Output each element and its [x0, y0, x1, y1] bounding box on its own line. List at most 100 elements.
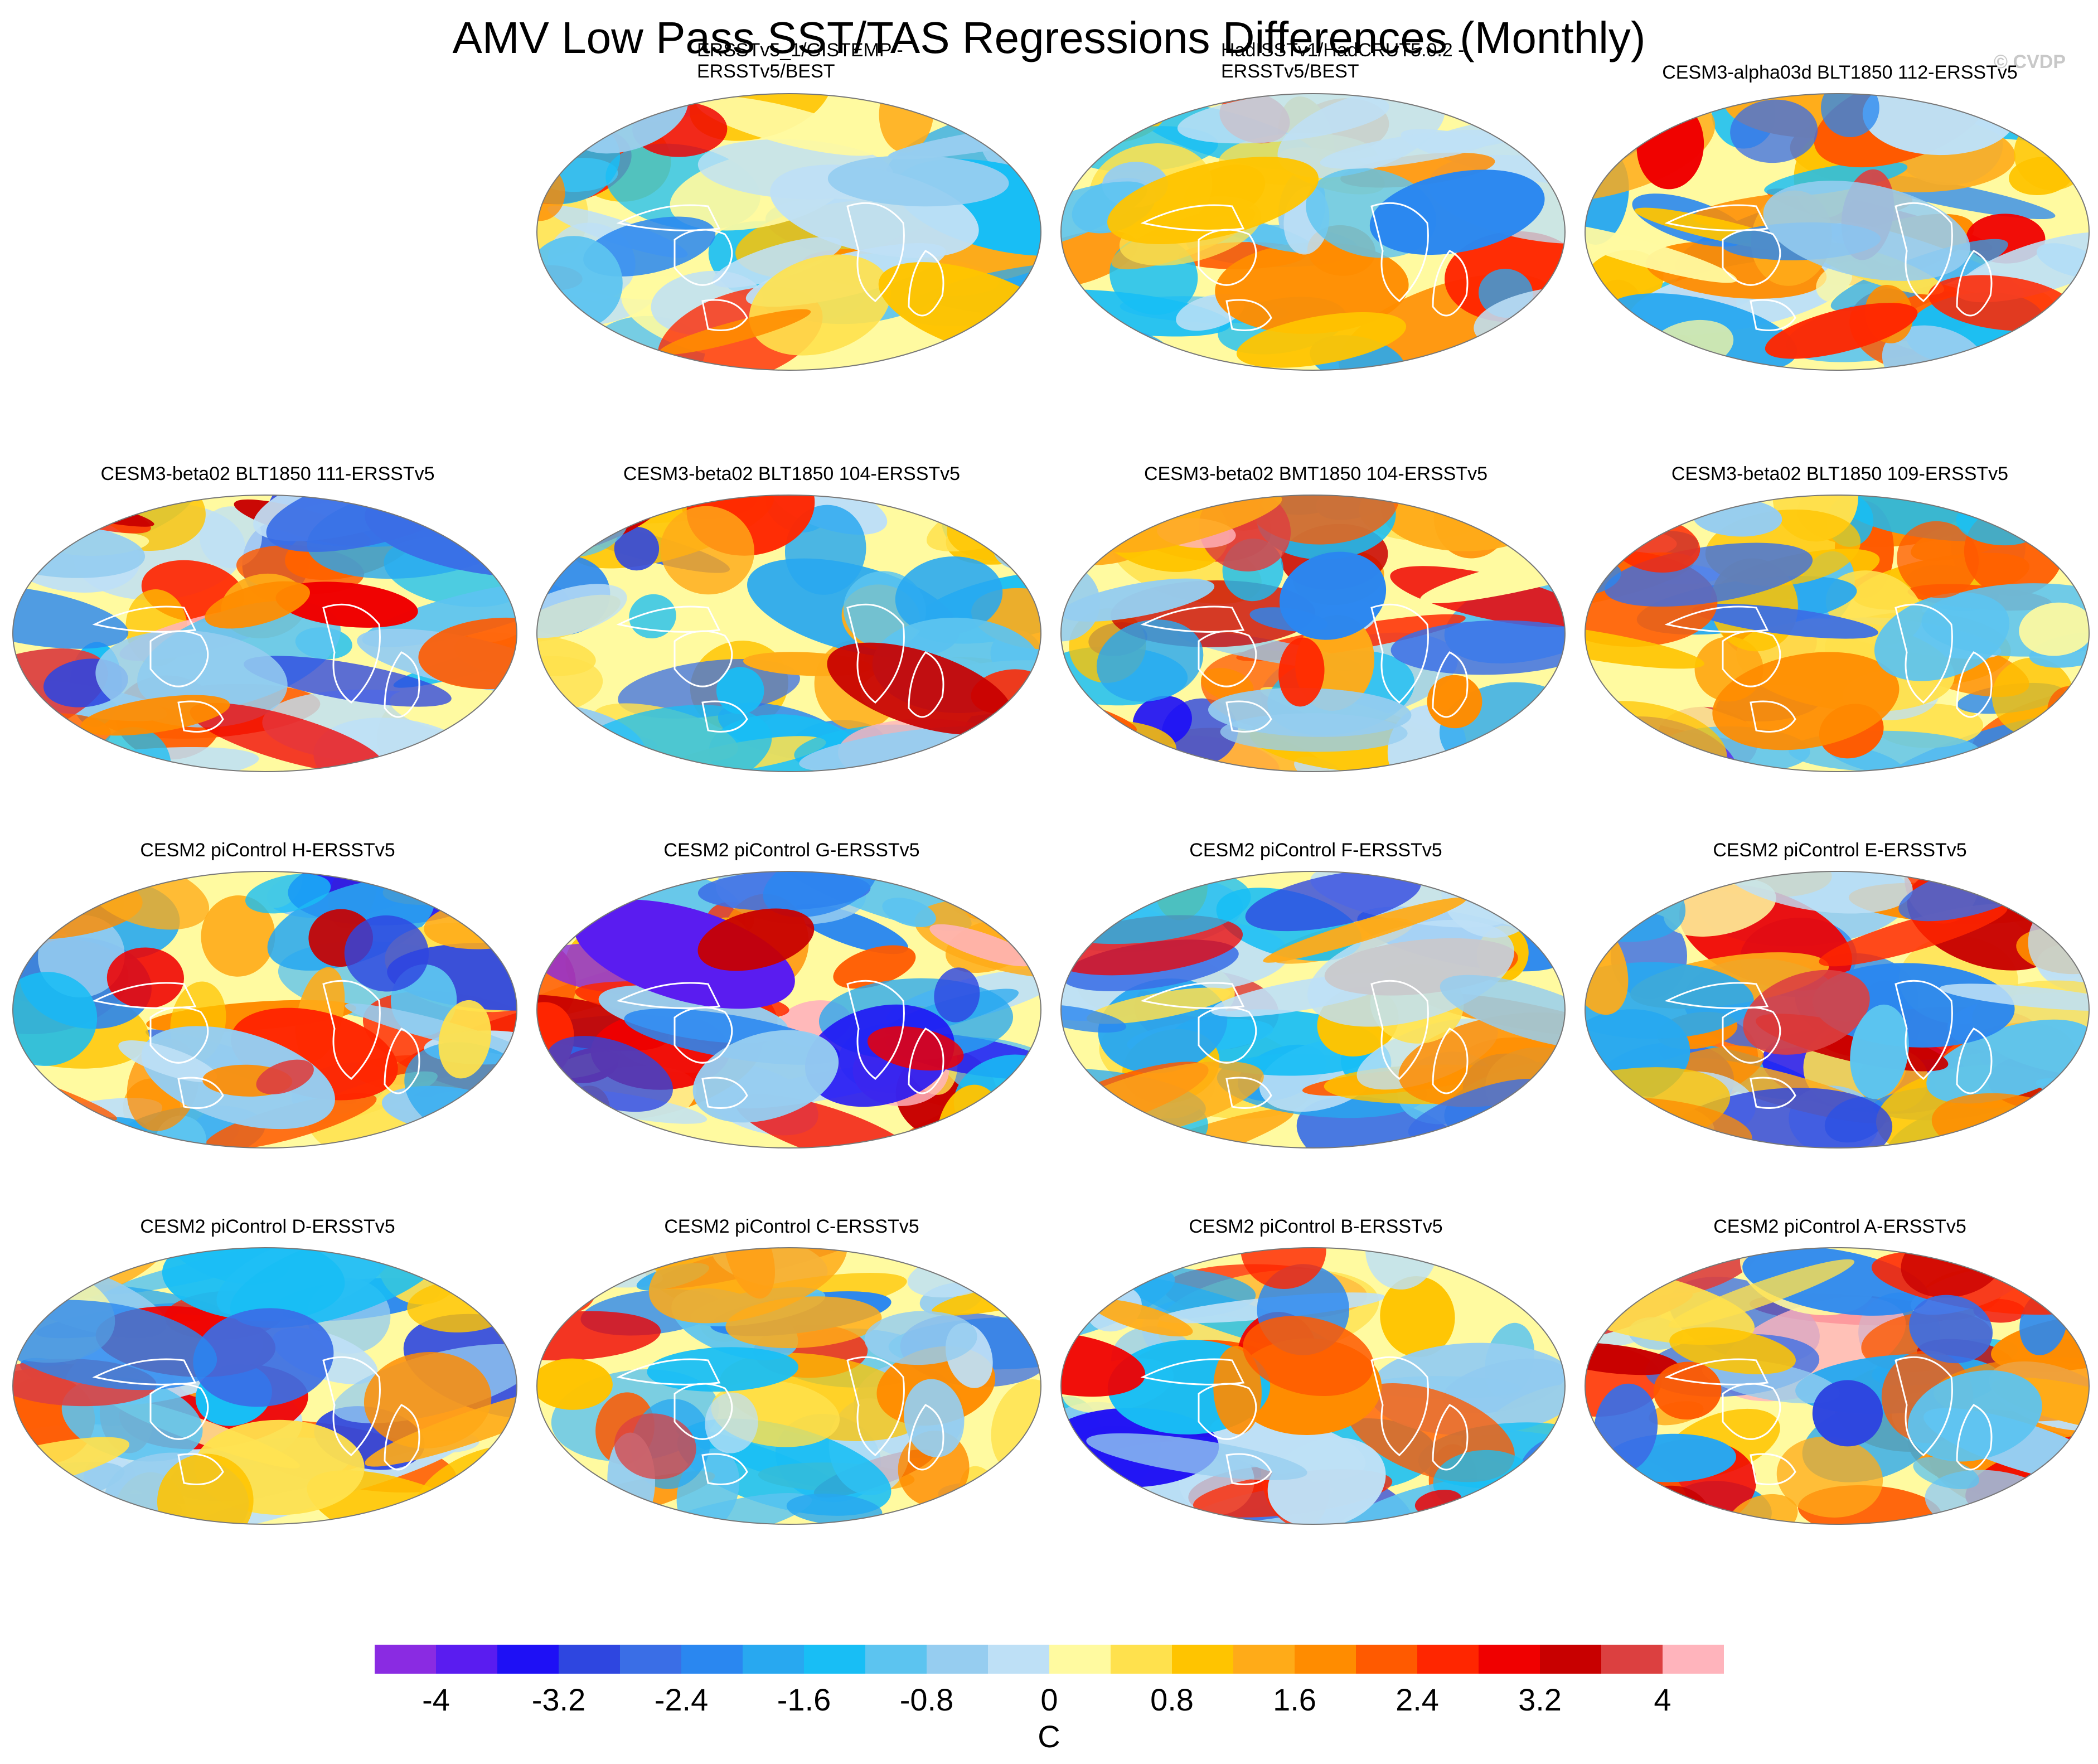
colorbar-tick-label: 3.2: [1518, 1682, 1562, 1717]
colorbar-swatch: [1295, 1645, 1356, 1674]
field-anomaly: [1743, 970, 1870, 1055]
coastline: [177, 1453, 224, 1485]
panel-title: CESM2 piControl B-ERSSTv5: [1189, 1216, 1443, 1237]
coastline: [1956, 250, 1993, 317]
field-anomaly: [799, 726, 1002, 772]
field-anomaly: [1519, 495, 1565, 535]
map-field: [12, 1247, 517, 1525]
map-border: [536, 93, 1041, 371]
field-anomaly: [1213, 1346, 1262, 1435]
field-anomaly: [13, 1300, 217, 1390]
field-anomaly: [106, 947, 184, 1009]
map-border: [1060, 93, 1566, 371]
colorbar-tick-label: 1.6: [1273, 1682, 1316, 1717]
coastline: [92, 605, 197, 633]
panel-title: CESM3-beta02 BLT1850 109-ERSSTv5: [1671, 463, 2009, 484]
coastline: [1140, 1358, 1245, 1385]
coastline: [846, 980, 905, 1080]
map-panel: CESM3-beta02 BMT1850 104-ERSSTv5: [1059, 440, 1572, 808]
field-anomaly: [13, 495, 154, 527]
coastline: [1140, 204, 1245, 231]
field-anomaly: [1913, 1457, 1979, 1489]
map-border: [536, 495, 1041, 772]
coastline: [1895, 1356, 1953, 1456]
coastline: [1750, 1453, 1796, 1485]
field-anomaly: [1111, 749, 1190, 772]
coastline: [384, 1028, 420, 1094]
field-anomaly: [1939, 983, 2089, 1011]
coastline: [908, 1404, 944, 1471]
panel-title: CESM2 piControl G-ERSSTv5: [663, 840, 920, 861]
coastline: [701, 700, 748, 733]
colorbar-swatch: [1663, 1645, 1724, 1674]
coastline: [1956, 651, 1993, 718]
field-anomaly: [1776, 1436, 1883, 1518]
coastline: [701, 1077, 748, 1109]
coastline: [1750, 299, 1796, 331]
coastline: [1140, 605, 1245, 633]
map-panel: CESM2 piControl G-ERSSTv5: [535, 817, 1048, 1185]
colorbar-swatch: [927, 1645, 989, 1674]
coastline: [1432, 1404, 1469, 1471]
map-field: [1060, 871, 1566, 1148]
coastline: [1432, 250, 1469, 317]
field-anomaly: [1278, 637, 1325, 707]
field-anomaly: [725, 1296, 882, 1349]
coastline: [1664, 982, 1769, 1009]
colorbar-tick-label: 2.4: [1396, 1682, 1439, 1717]
field-anomaly: [1585, 621, 1704, 669]
coastline: [846, 202, 905, 302]
map-panel: CESM2 piControl E-ERSSTv5: [1583, 817, 2096, 1185]
coastline: [908, 651, 944, 718]
field-anomaly: [928, 1111, 1041, 1148]
colorbar-swatch: [1356, 1645, 1418, 1674]
panel-title: CESM2 piControl D-ERSSTv5: [140, 1216, 395, 1237]
colorbar-tick-label: -1.6: [777, 1682, 831, 1717]
field-anomaly: [929, 924, 1035, 967]
colorbar-swatch: [497, 1645, 559, 1674]
field-anomaly: [1279, 551, 1387, 640]
coastline: [322, 1356, 381, 1456]
map-border: [536, 871, 1041, 1148]
field-anomaly: [1712, 652, 1900, 750]
map-field: [1060, 1247, 1566, 1525]
coastline: [616, 605, 721, 633]
coastline: [177, 1077, 224, 1109]
field-anomaly: [390, 752, 502, 772]
colorbar-swatch: [865, 1645, 927, 1674]
panel-title: CESM2 piControl H-ERSSTv5: [140, 840, 395, 861]
field-anomaly: [1061, 1005, 1127, 1033]
panel-title: CESM3-beta02 BLT1850 111-ERSSTv5: [100, 463, 435, 484]
panel-title: CESM2 piControl F-ERSSTv5: [1189, 840, 1442, 861]
coastline: [1750, 700, 1796, 733]
field-anomaly: [1507, 325, 1565, 346]
map-border: [1585, 871, 2090, 1148]
colorbar-swatch: [1111, 1645, 1172, 1674]
field-anomaly: [614, 1413, 696, 1480]
field-anomaly: [537, 495, 607, 534]
panel-title: CESM3-alpha03d BLT1850 112-ERSSTv5: [1662, 62, 2018, 83]
coastline: [1225, 700, 1272, 733]
map-field: [536, 93, 1041, 371]
field-anomaly: [1585, 1484, 1681, 1524]
coastline: [846, 1356, 905, 1456]
map-panel: HadISSTv1/HadCRUT5.0.2 - ERSSTv5/BEST: [1059, 39, 1572, 407]
panel-title: CESM2 piControl C-ERSSTv5: [664, 1216, 919, 1237]
field-anomaly: [749, 254, 891, 356]
field-anomaly: [697, 908, 815, 971]
field-anomaly: [1585, 223, 1737, 283]
field-anomaly: [1061, 578, 1215, 622]
field-anomaly: [537, 635, 596, 676]
colorbar-swatch: [1417, 1645, 1479, 1674]
colorbar-swatch: [804, 1645, 866, 1674]
field-anomaly: [1897, 521, 1979, 598]
field-anomaly: [1907, 1370, 2042, 1462]
coastline: [384, 651, 420, 718]
map-field: [1585, 93, 2090, 371]
colorbar-swatch: [559, 1645, 621, 1674]
field-anomaly: [1061, 230, 1138, 289]
coastline: [92, 1358, 197, 1385]
coastline: [1956, 1028, 1993, 1094]
field-anomaly: [13, 495, 151, 534]
field-anomaly: [833, 945, 916, 989]
